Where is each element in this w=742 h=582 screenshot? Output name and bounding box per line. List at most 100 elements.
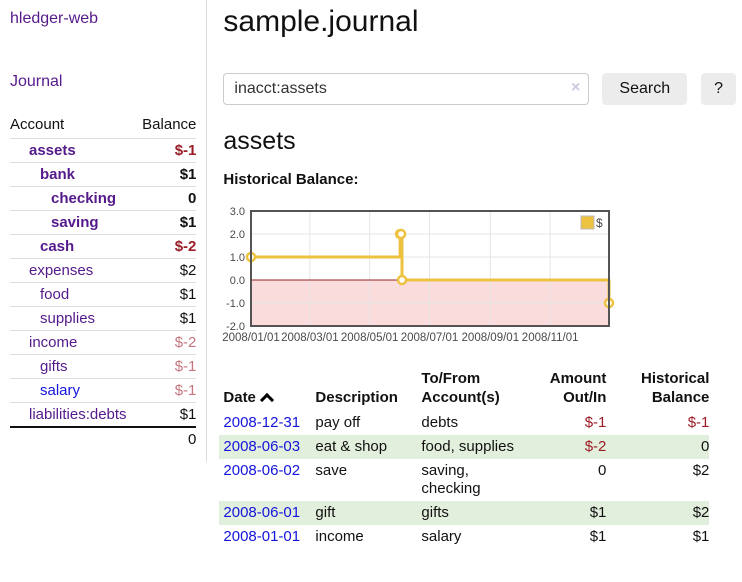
accounts-cell: food, supplies <box>421 438 514 455</box>
account-link[interactable]: income <box>29 334 78 351</box>
amount-cell: 0 <box>598 462 607 479</box>
register-body: 2008-12-31 pay off debts $-1 $-1 2008-06… <box>219 411 710 549</box>
transaction-row: 2008-12-31 pay off debts $-1 $-1 <box>219 411 709 435</box>
chart-title: Historical Balance: <box>223 171 359 188</box>
account-name-cell: supplies <box>10 307 137 331</box>
accounts-cell: salary <box>421 528 462 545</box>
description-cell: eat & shop <box>315 438 388 455</box>
svg-text:1.0: 1.0 <box>230 252 245 264</box>
account-balance: $-2 <box>174 238 197 255</box>
account-link[interactable]: liabilities:debts <box>29 406 127 423</box>
hledger-web-app: hledger-web Journal Account Balance asse… <box>0 0 742 559</box>
account-name-cell: salary <box>10 379 137 403</box>
accounts-cell: gifts <box>421 504 449 521</box>
balance-cell: $2 <box>692 462 710 479</box>
svg-text:2008/03/01: 2008/03/01 <box>281 332 339 344</box>
historical-balance-chart[interactable]: 3.0 2.0 1.0 0.0 -1.0 -2.0 2008/01/01 2008/03/01… <box>218 203 736 347</box>
account-balance: $1 <box>179 214 197 231</box>
account-row: liabilities:debts $1 <box>10 402 197 428</box>
account-row: income $-2 <box>10 330 197 355</box>
svg-text:0.0: 0.0 <box>230 275 245 287</box>
clear-search-icon[interactable]: × <box>571 79 581 96</box>
account-link[interactable]: assets <box>29 142 76 159</box>
register-col-amount: Amount Out/In <box>549 370 607 406</box>
account-link[interactable]: expenses <box>29 262 94 279</box>
accounts-total-value: 0 <box>188 431 197 448</box>
search-box: × <box>223 73 590 105</box>
accounts-table: Account Balance assets $-1 bank $1 <box>10 113 197 454</box>
transaction-row: 2008-06-03 eat & shop food, supplies $-2… <box>219 435 710 459</box>
account-row: saving $1 <box>10 210 197 235</box>
app-title-link[interactable]: hledger-web <box>10 10 99 27</box>
account-balance: $-1 <box>174 142 197 159</box>
transaction-date-link[interactable]: 2008-01-01 <box>223 528 301 545</box>
account-title: assets <box>223 127 296 155</box>
sort-ascending-icon <box>259 392 274 408</box>
balance-cell: 0 <box>701 438 710 455</box>
account-row: supplies $1 <box>10 306 197 331</box>
sidebar-item-journal[interactable]: Journal <box>10 73 63 90</box>
help-button[interactable]: ? <box>701 73 736 105</box>
transaction-date-link[interactable]: 2008-06-03 <box>223 438 301 455</box>
svg-text:3.0: 3.0 <box>230 206 245 218</box>
account-balance: $1 <box>179 286 197 303</box>
accounts-header-row: Account Balance <box>10 113 196 139</box>
svg-text:-2.0: -2.0 <box>226 321 245 333</box>
date-cell: 2008-12-31 <box>219 411 315 435</box>
accounts-col-account: Account <box>10 116 65 133</box>
transaction-date-link[interactable]: 2008-06-01 <box>223 504 301 521</box>
svg-text:2008/05/01: 2008/05/01 <box>341 332 399 344</box>
svg-text:2008/11/01: 2008/11/01 <box>522 332 579 344</box>
account-name-cell: expenses <box>10 259 137 283</box>
transaction-date-link[interactable]: 2008-12-31 <box>223 414 301 431</box>
account-link[interactable]: bank <box>40 166 76 183</box>
accounts-total-row: 0 <box>10 427 197 454</box>
account-balance: $-1 <box>174 382 197 399</box>
main-panel: sample.journal × Search ? assets Histori… <box>207 0 742 559</box>
search-input[interactable] <box>223 73 590 105</box>
date-cell: 2008-06-03 <box>219 435 315 459</box>
description-cell: pay off <box>315 414 361 431</box>
register-table: Date Description To/From Account(s) Amou… <box>219 367 710 549</box>
accounts-cell: debts <box>421 414 459 431</box>
description-cell: gift <box>315 504 336 521</box>
accounts-total-spacer <box>10 427 137 454</box>
account-name-cell: cash <box>10 235 137 259</box>
account-balance: $1 <box>179 406 197 423</box>
accounts-body: assets $-1 bank $1 checking 0 <box>10 138 197 428</box>
account-name-cell: checking <box>10 187 137 211</box>
amount-cell: $-1 <box>584 414 607 431</box>
account-balance: $1 <box>179 166 197 183</box>
sidebar: hledger-web Journal Account Balance asse… <box>0 0 208 462</box>
register-col-date[interactable]: Date <box>219 367 315 411</box>
search-bar: × Search ? <box>223 73 736 105</box>
account-row: gifts $-1 <box>10 354 197 379</box>
account-link[interactable]: cash <box>40 238 75 255</box>
amount-cell: $1 <box>589 504 607 521</box>
account-balance: $-2 <box>174 334 197 351</box>
register-col-accounts: To/From Account(s) <box>421 370 500 406</box>
account-name-cell: assets <box>10 139 137 163</box>
account-link[interactable]: supplies <box>40 310 96 327</box>
account-link[interactable]: food <box>40 286 70 303</box>
account-balance: $1 <box>179 310 197 327</box>
accounts-col-balance: Balance <box>142 116 197 133</box>
account-link[interactable]: salary <box>40 382 81 399</box>
date-cell: 2008-01-01 <box>219 525 315 549</box>
svg-text:2008/07/01: 2008/07/01 <box>401 332 459 344</box>
transaction-date-link[interactable]: 2008-06-02 <box>223 462 301 479</box>
account-link[interactable]: checking <box>51 190 117 207</box>
amount-cell: $-2 <box>584 438 607 455</box>
account-row: salary $-1 <box>10 378 197 403</box>
balance-cell: $2 <box>692 504 710 521</box>
register-col-balance: Historical Balance <box>641 370 710 406</box>
account-name-cell: food <box>10 283 137 307</box>
search-button[interactable]: Search <box>602 73 688 105</box>
svg-text:2.0: 2.0 <box>230 229 245 241</box>
accounts-cell: saving, checking <box>421 462 481 497</box>
account-link[interactable]: saving <box>51 214 99 231</box>
transaction-row: 2008-06-02 save saving, checking 0 $2 <box>219 459 709 501</box>
account-link[interactable]: gifts <box>40 358 68 375</box>
svg-text:$: $ <box>596 216 603 230</box>
account-row: expenses $2 <box>10 258 197 283</box>
